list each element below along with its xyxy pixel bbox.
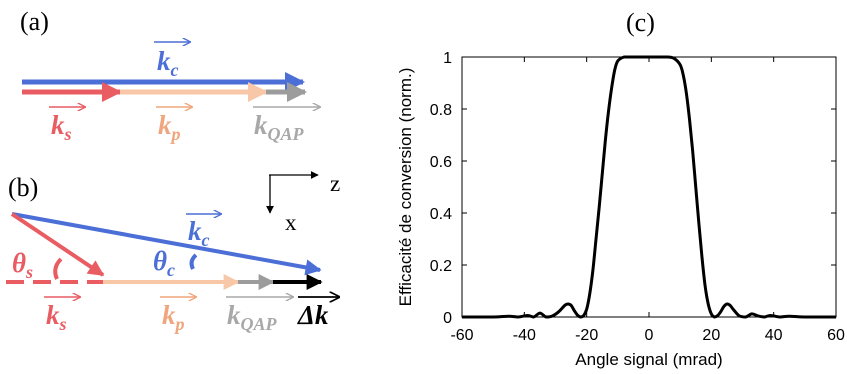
- panel-b-ks-base: k: [46, 300, 60, 330]
- y-tick-label: 0.6: [430, 154, 452, 171]
- svg-text:kQAP: kQAP: [254, 110, 305, 144]
- panel-a-kc-sub: c: [171, 60, 179, 80]
- theta-c-arc: [189, 253, 198, 270]
- panel-b-kc-label: kc: [186, 214, 221, 250]
- panel-a-ks-base: k: [51, 110, 65, 140]
- panel-a-kp-sub: p: [170, 124, 181, 144]
- svg-text:ks: ks: [46, 300, 67, 334]
- panel-a-kp-label: kp: [156, 107, 192, 144]
- panel-b-kp-sub: p: [174, 314, 185, 334]
- y-tick-label: 1: [443, 50, 452, 67]
- y-ticks: 0 0.2 0.4 0.6 0.8 1: [430, 50, 836, 327]
- panel-a-ks-label: ks: [49, 107, 85, 144]
- panel-c: (c) 0 0.2 0.4 0.6 0.8 1 -60 -40 -20 0 20 40 60 Angl…: [396, 8, 845, 369]
- panel-b-ks-arrow: [10, 212, 105, 277]
- x-tick-label: 20: [702, 327, 720, 344]
- panel-b-kp-label: kp: [160, 297, 196, 334]
- theta-s-arc: [53, 257, 63, 280]
- svg-text:kQAP: kQAP: [227, 300, 278, 334]
- series-line: [462, 55, 836, 319]
- x-tick-label: 60: [827, 327, 845, 344]
- panel-b-axes: z x: [266, 171, 340, 235]
- panel-a-label: (a): [20, 7, 49, 36]
- svg-text:kp: kp: [162, 300, 185, 334]
- theta-c-base: θ: [153, 246, 167, 276]
- panel-a-kp-base: k: [158, 110, 172, 140]
- panel-b-kc-base: k: [188, 216, 202, 246]
- panel-b-kc-sub: c: [202, 230, 210, 250]
- x-tick-label: -40: [513, 327, 536, 344]
- panel-a-kqap-sub: QAP: [268, 124, 305, 144]
- y-tick-label: 0: [443, 310, 452, 327]
- svg-text:kc: kc: [188, 216, 210, 250]
- x-tick-label: -20: [575, 327, 598, 344]
- panel-a-ks-sub: s: [64, 124, 72, 144]
- y-tick-label: 0.8: [430, 102, 452, 119]
- svg-text:ks: ks: [51, 110, 72, 144]
- panel-b-ks-label: ks: [44, 297, 80, 334]
- panel-a: (a) kc ks kp kQAP: [20, 7, 320, 144]
- svg-text:kc: kc: [157, 46, 179, 80]
- panel-b-label: (b): [8, 173, 38, 202]
- panel-b-kqap-label: kQAP: [226, 297, 293, 334]
- panel-b-dk-label: Δk: [297, 297, 339, 330]
- theta-c-sub: c: [167, 260, 175, 280]
- panel-b-theta-c: θc: [153, 246, 198, 280]
- panel-b-dk-text: Δk: [297, 300, 329, 330]
- plot-frame: [461, 56, 837, 318]
- svg-text:kp: kp: [158, 110, 181, 144]
- panel-a-kc-label: kc: [154, 42, 190, 80]
- svg-text:θs: θs: [12, 248, 33, 282]
- panel-b-theta-s: θs: [12, 248, 63, 282]
- chart-plot: 0 0.2 0.4 0.6 0.8 1 -60 -40 -20 0 20 40 60: [430, 50, 845, 344]
- y-axis-label: Efficacité de conversion (norm.): [396, 68, 415, 307]
- axis-z-label: z: [330, 171, 340, 196]
- panel-a-kqap-label: kQAP: [253, 107, 320, 144]
- panel-b-ks-sub: s: [59, 314, 67, 334]
- x-tick-label: 0: [645, 327, 654, 344]
- panel-c-label: (c): [626, 8, 655, 37]
- panel-b-kqap-sub: QAP: [241, 314, 278, 334]
- panel-b-kc-arrow: [11, 212, 322, 276]
- panel-b: (b) z x kc θs θc: [6, 171, 340, 334]
- panel-a-kc-base: k: [157, 46, 171, 76]
- theta-s-sub: s: [25, 262, 33, 282]
- y-tick-label: 0.4: [430, 206, 452, 223]
- theta-s-base: θ: [12, 248, 26, 278]
- panel-a-kqap-base: k: [254, 110, 268, 140]
- y-tick-label: 0.2: [430, 258, 452, 275]
- x-tick-label: 40: [765, 327, 783, 344]
- axis-x-label: x: [285, 210, 297, 235]
- x-axis-label: Angle signal (mrad): [575, 350, 722, 369]
- x-tick-label: -60: [450, 327, 473, 344]
- panel-b-kp-base: k: [162, 300, 176, 330]
- x-ticks: -60 -40 -20 0 20 40 60: [450, 57, 845, 344]
- svg-text:θc: θc: [153, 246, 175, 280]
- panel-b-kqap-base: k: [227, 300, 241, 330]
